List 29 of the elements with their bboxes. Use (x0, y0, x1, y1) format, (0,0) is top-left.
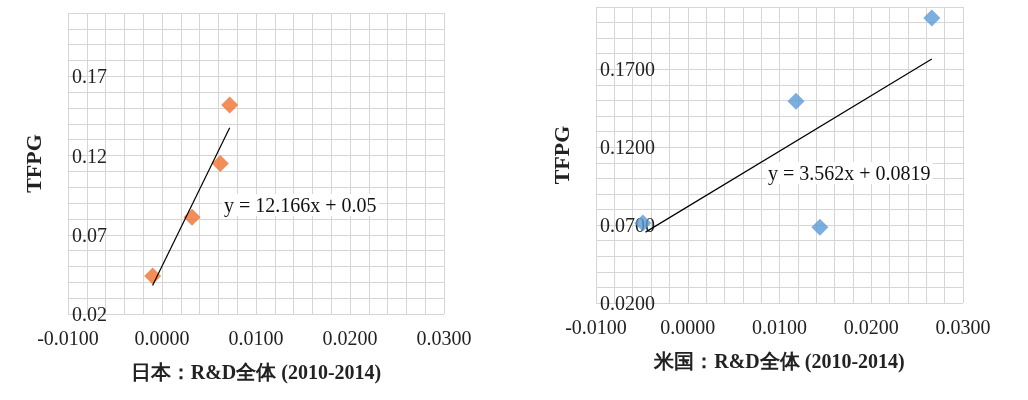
y-tick-label: 0.1200 (600, 136, 655, 159)
y-tick-label: 0.07 (72, 223, 107, 246)
x-tick-label: -0.0100 (565, 316, 627, 338)
point (183, 208, 201, 226)
point (211, 155, 229, 172)
y-tick-label: 0.0200 (600, 292, 655, 314)
x-axis-title: 日本：R&D全体 (2010-2014) (130, 361, 382, 384)
x-tick-label: 0.0000 (134, 327, 190, 349)
x-axis-title: 米国：R&D全体 (2010-2014) (653, 350, 905, 373)
point (221, 96, 239, 114)
point (811, 218, 829, 236)
x-tick-label: 0.0200 (322, 327, 378, 349)
point (923, 9, 941, 27)
x-tick-label: 0.0100 (228, 327, 284, 349)
point (787, 92, 805, 110)
x-tick-label: 0.0300 (416, 327, 472, 349)
y-axis-title: TFPG (20, 134, 46, 193)
x-tick-label: 0.0200 (843, 316, 899, 338)
y-axis-title: TFPG (548, 125, 574, 185)
y-tick-label: 0.17 (72, 65, 107, 88)
y-tick-label: 0.1700 (600, 58, 655, 81)
annotation: y = 3.562x + 0.0819 (768, 162, 931, 185)
x-tick-label: 0.0000 (660, 316, 716, 338)
x-tick-label: 0.0100 (752, 316, 807, 338)
annotation: y = 12.166x + 0.05 (224, 194, 377, 217)
x-tick-label: 0.0300 (935, 316, 991, 338)
x-tick-label: -0.0100 (37, 327, 99, 349)
y-tick-label: 0.12 (72, 144, 107, 167)
y-tick-label: 0.02 (72, 303, 107, 325)
